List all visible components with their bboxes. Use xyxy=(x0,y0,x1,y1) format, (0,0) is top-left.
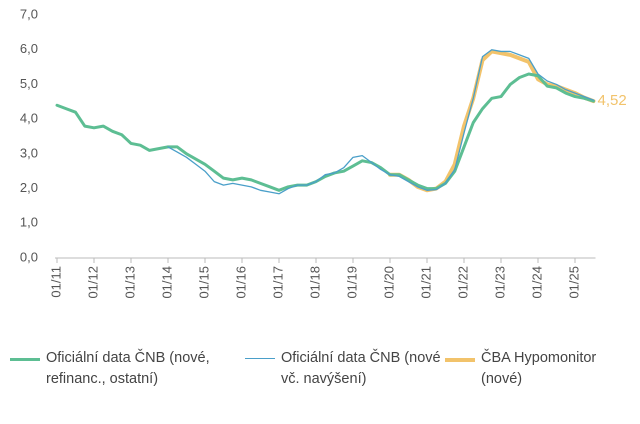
x-tick-label: 01/16 xyxy=(233,266,248,299)
series-line xyxy=(55,72,595,192)
x-tick-label: 01/20 xyxy=(381,266,396,299)
y-tick-label: 6,0 xyxy=(20,41,38,56)
x-tick-label: 01/21 xyxy=(418,266,433,299)
x-tick-label: 01/25 xyxy=(566,266,581,299)
x-tick-label: 01/11 xyxy=(48,266,63,298)
legend-item: Oficiální data ČNB (nové vč. navýšení) xyxy=(245,348,441,390)
legend-label: Oficiální data ČNB (nové vč. navýšení) xyxy=(281,350,441,387)
legend-swatch xyxy=(245,358,275,360)
y-tick-label: 2,0 xyxy=(20,180,38,195)
x-tick-label: 01/22 xyxy=(455,266,470,299)
x-tick-label: 01/14 xyxy=(159,266,174,299)
legend-swatch xyxy=(10,358,40,361)
x-tick-label: 01/23 xyxy=(492,266,507,299)
value-label: 4,52 xyxy=(598,92,627,109)
y-tick-label: 7,0 xyxy=(20,6,38,21)
legend-label: Oficiální data ČNB (nové, refinanc., ost… xyxy=(46,350,210,387)
legend-item: ČBA Hypomonitor (nové) xyxy=(445,348,631,390)
legend-label: ČBA Hypomonitor (nové) xyxy=(481,350,597,387)
x-tick-label: 01/24 xyxy=(529,266,544,299)
y-tick-label: 3,0 xyxy=(20,145,38,160)
x-tick-label: 01/15 xyxy=(196,266,211,299)
y-tick-label: 0,0 xyxy=(20,249,38,264)
x-tick-label: 01/12 xyxy=(85,266,100,299)
y-tick-label: 4,0 xyxy=(20,111,38,126)
series-line xyxy=(388,49,596,193)
y-tick-label: 5,0 xyxy=(20,76,38,91)
x-tick-label: 01/13 xyxy=(122,266,137,299)
series-line xyxy=(167,49,595,195)
x-tick-label: 01/17 xyxy=(270,266,285,299)
legend-swatch xyxy=(445,358,475,362)
x-tick-label: 01/18 xyxy=(307,266,322,299)
legend-item: Oficiální data ČNB (nové, refinanc., ost… xyxy=(10,348,246,390)
x-tick-label: 01/19 xyxy=(344,266,359,299)
y-tick-label: 1,0 xyxy=(20,215,38,230)
